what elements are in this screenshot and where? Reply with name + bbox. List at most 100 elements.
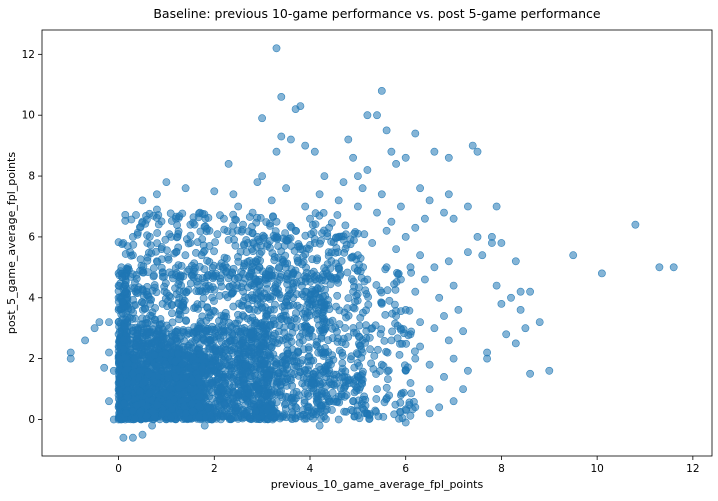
data-point [388,327,396,336]
data-point [166,209,175,218]
data-point [382,383,391,392]
axes-frame [41,29,713,457]
data-point [468,141,477,150]
data-point [269,414,278,422]
data-point [167,232,176,241]
data-point [334,196,343,205]
data-point [377,299,386,308]
data-point [172,214,180,223]
data-point [270,284,279,293]
data-point [171,357,180,366]
data-point [224,236,233,244]
data-point [210,247,218,256]
data-point [377,87,386,95]
data-point [114,342,123,351]
data-point [299,258,308,266]
data-point [292,290,301,299]
data-point [267,196,276,205]
data-point [344,333,352,341]
data-point [195,392,204,401]
data-point [315,421,324,430]
y-tick-label: 4 [28,292,35,304]
data-point [310,147,319,156]
data-point [401,305,410,314]
data-point [276,273,285,281]
data-point [311,220,320,229]
data-point [188,407,197,415]
data-point [197,251,206,260]
data-point [321,343,329,352]
data-point [114,391,123,399]
data-point [114,403,123,412]
data-point [205,242,214,250]
data-point [205,226,214,235]
data-point [277,314,285,323]
data-point [262,242,271,250]
data-point [381,310,390,319]
data-point [219,412,228,421]
data-point [372,395,381,403]
data-point [269,406,278,415]
data-point [236,329,245,338]
data-point [180,402,188,411]
data-point [114,366,123,375]
data-point [502,330,511,339]
data-point [526,369,534,378]
data-point [377,190,386,199]
data-point [380,336,389,345]
data-point [194,327,202,335]
data-point [114,354,123,363]
data-point [257,303,266,312]
data-point [253,232,262,241]
data-point [229,190,238,199]
data-point [154,324,163,333]
data-point [253,414,262,423]
data-point [246,330,255,339]
data-point [263,285,271,293]
data-point [425,409,434,418]
data-point [224,159,233,168]
data-point [363,111,372,120]
data-point [161,360,170,368]
data-point [338,338,346,347]
data-point [292,357,301,366]
data-point [286,316,295,325]
data-point [430,324,439,333]
data-point [262,309,271,318]
data-point [105,318,113,326]
data-point [335,271,344,280]
data-point [205,333,214,342]
data-point [241,401,250,409]
data-point [166,384,175,393]
data-point [416,318,424,326]
data-point [178,381,187,389]
data-point [320,172,329,180]
data-point [277,93,286,101]
data-point [349,153,357,162]
data-point [272,44,281,53]
data-point [483,348,491,357]
data-point [390,410,399,419]
data-point [268,249,277,257]
data-point [369,365,378,373]
data-point [306,214,314,223]
data-point [315,190,324,199]
data-point [119,239,128,247]
data-point [223,373,232,381]
data-point [526,287,534,296]
data-point [328,316,337,325]
data-point [198,351,207,360]
data-point [304,366,312,374]
data-point [153,229,162,237]
data-point [313,309,322,318]
data-point [411,287,420,296]
data-point [128,232,137,241]
data-point [296,412,305,421]
data-point [327,406,336,414]
data-point [243,257,252,266]
data-point [141,377,150,386]
data-point [257,396,266,404]
data-point [281,359,290,368]
data-point [304,352,313,361]
data-point [174,310,183,319]
